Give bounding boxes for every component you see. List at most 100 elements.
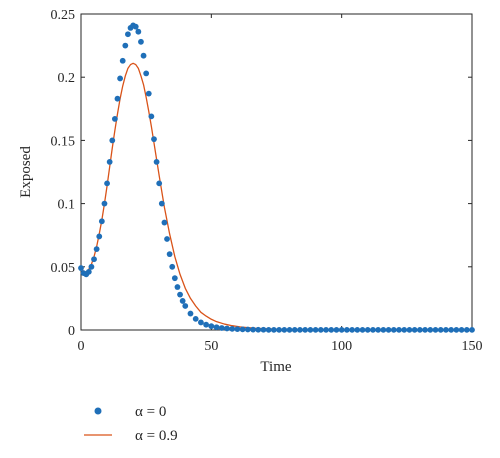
data-point-alpha-0 <box>276 326 283 333</box>
legend-label-alpha-0: α = 0 <box>135 404 166 420</box>
data-point-alpha-0 <box>218 325 225 331</box>
x-axis-title: Time <box>260 359 291 375</box>
x-tick-label: 150 <box>462 339 483 354</box>
data-point-alpha-0 <box>416 326 423 333</box>
data-point-alpha-0 <box>443 326 449 333</box>
data-point-alpha-0 <box>213 324 220 331</box>
data-point-alpha-0 <box>265 326 272 333</box>
data-point-alpha-0 <box>323 326 329 333</box>
data-point-alpha-0 <box>448 326 455 333</box>
data-point-alpha-0 <box>164 236 170 242</box>
data-point-alpha-0 <box>302 326 309 333</box>
data-point-alpha-0 <box>432 326 439 333</box>
x-tick-label: 100 <box>331 339 352 354</box>
data-point-alpha-0 <box>182 303 189 309</box>
data-point-alpha-0 <box>406 326 413 333</box>
data-point-alpha-0 <box>328 326 335 333</box>
data-point-alpha-0 <box>281 326 288 333</box>
series-line-group <box>80 62 472 331</box>
data-point-alpha-0 <box>169 263 176 270</box>
y-tick-label: 0.2 <box>58 71 76 86</box>
data-point-alpha-0 <box>109 137 116 144</box>
x-tick-label: 50 <box>204 339 218 354</box>
y-tick-label: 0.1 <box>58 198 76 213</box>
data-point-alpha-0 <box>297 326 303 333</box>
data-point-alpha-0 <box>151 136 157 143</box>
series-line-alpha-09 <box>80 62 472 331</box>
data-point-alpha-0 <box>234 326 241 333</box>
data-point-alpha-0 <box>93 246 100 253</box>
data-point-alpha-0 <box>132 23 139 30</box>
data-point-alpha-0 <box>463 326 470 333</box>
y-axis-title: Exposed <box>18 146 34 198</box>
data-point-alpha-0 <box>78 265 84 271</box>
data-point-alpha-0 <box>158 200 165 207</box>
data-point-alpha-0 <box>469 326 475 333</box>
data-point-alpha-0 <box>229 325 236 332</box>
data-point-alpha-0 <box>91 256 97 263</box>
data-point-alpha-0 <box>166 251 173 258</box>
data-point-alpha-0 <box>174 284 181 290</box>
data-point-alpha-0 <box>208 323 215 330</box>
data-point-alpha-0 <box>427 326 434 333</box>
data-point-alpha-0 <box>187 310 194 317</box>
data-point-alpha-0 <box>343 326 350 333</box>
y-tick-label: 0.25 <box>51 8 76 23</box>
data-point-alpha-0 <box>106 158 113 165</box>
data-point-alpha-0 <box>122 42 129 49</box>
data-point-alpha-0 <box>422 326 428 333</box>
data-point-alpha-0 <box>291 326 298 333</box>
legend: α = 0 α = 0.9 <box>84 404 178 444</box>
data-point-alpha-0 <box>119 57 126 64</box>
data-point-alpha-0 <box>317 326 324 333</box>
y-tick-label: 0.05 <box>51 261 76 276</box>
data-point-alpha-0 <box>88 263 95 270</box>
data-point-alpha-0 <box>411 326 418 333</box>
data-point-alpha-0 <box>114 95 121 102</box>
data-point-alpha-0 <box>239 326 246 333</box>
data-point-alpha-0 <box>370 326 376 333</box>
legend-label-alpha-09: α = 0.9 <box>135 428 178 444</box>
data-point-alpha-0 <box>153 158 160 165</box>
data-point-alpha-0 <box>338 326 345 333</box>
data-point-alpha-0 <box>143 70 150 77</box>
data-point-alpha-0 <box>396 326 402 333</box>
series-markers-group <box>78 22 475 333</box>
data-point-alpha-0 <box>364 326 371 333</box>
data-point-alpha-0 <box>140 52 147 59</box>
data-point-alpha-0 <box>307 326 314 333</box>
data-point-alpha-0 <box>125 31 131 38</box>
legend-marker-alpha-0 <box>94 407 102 415</box>
data-point-alpha-0 <box>171 275 178 282</box>
data-point-alpha-0 <box>104 180 110 187</box>
data-point-alpha-0 <box>401 326 408 333</box>
data-point-alpha-0 <box>117 75 123 82</box>
y-tick-label: 0 <box>68 324 75 339</box>
data-point-alpha-0 <box>437 326 444 333</box>
data-point-alpha-0 <box>354 326 361 333</box>
data-point-alpha-0 <box>96 233 103 240</box>
data-point-alpha-0 <box>192 315 199 322</box>
data-point-alpha-0 <box>156 180 163 187</box>
data-point-alpha-0 <box>453 326 460 333</box>
data-point-alpha-0 <box>286 326 293 333</box>
data-point-alpha-0 <box>177 291 183 298</box>
y-tick-label: 0.15 <box>51 134 76 149</box>
data-point-alpha-0 <box>161 219 168 226</box>
data-point-alpha-0 <box>333 326 340 333</box>
data-point-alpha-0 <box>179 298 186 304</box>
plot-frame <box>80 13 473 331</box>
data-point-alpha-0 <box>375 326 382 333</box>
data-point-alpha-0 <box>138 38 144 45</box>
data-point-alpha-0 <box>255 326 262 333</box>
data-point-alpha-0 <box>101 200 108 207</box>
data-point-alpha-0 <box>458 326 465 333</box>
data-point-alpha-0 <box>85 268 92 275</box>
data-point-alpha-0 <box>111 116 118 122</box>
data-point-alpha-0 <box>148 113 155 120</box>
data-point-alpha-0 <box>270 326 277 333</box>
data-point-alpha-0 <box>312 326 319 333</box>
data-point-alpha-0 <box>390 326 397 333</box>
data-point-alpha-0 <box>359 326 366 333</box>
